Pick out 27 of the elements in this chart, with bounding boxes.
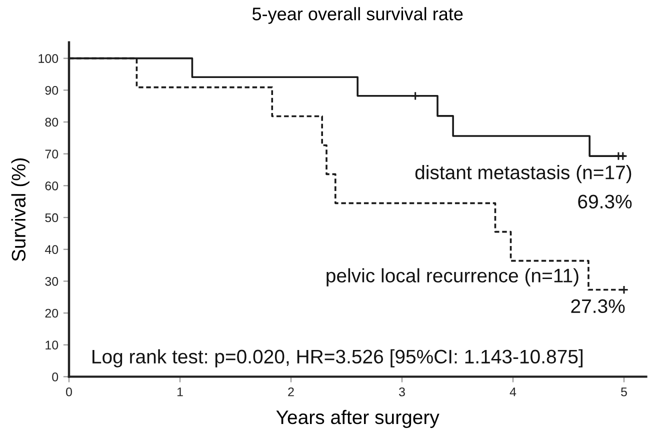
- y-tick-label: 0: [52, 372, 58, 382]
- annotation: 69.3%: [578, 194, 632, 209]
- point: [618, 151, 628, 161]
- y-tick-label: 40: [44, 245, 58, 254]
- x-tick-label: 5: [621, 388, 627, 396]
- x-tick-label: 4: [510, 388, 516, 396]
- annotation: 27.3%: [571, 299, 625, 314]
- y-axis-title: Survival (%): [11, 158, 30, 262]
- y-tick-label: 10: [46, 340, 58, 350]
- y-tick-label: 50: [45, 213, 58, 222]
- series-label: distant metastasis (n=17): [415, 165, 632, 184]
- chart-title: 5-year overall survival rate: [252, 7, 463, 24]
- x-tick-label: 1: [177, 388, 183, 396]
- y-tick-label: 90: [45, 86, 58, 95]
- y-tick-label: 60: [45, 181, 58, 190]
- y-tick-label: 100: [38, 54, 58, 63]
- y-tick-label: 20: [45, 308, 58, 318]
- point: [410, 91, 420, 100]
- y-tick-label: 30: [45, 276, 58, 286]
- series-label: pelvic local recurrence (n=11): [326, 268, 578, 286]
- x-tick-label: 2: [288, 387, 294, 396]
- y-tick-label: 80: [45, 118, 58, 127]
- x-axis-title: Years after surgery: [276, 410, 440, 428]
- x-tick-label: 0: [66, 387, 72, 396]
- x-tick-label: 3: [399, 387, 405, 396]
- annotation: Log rank test: p=0.020, HR=3.526 [95%CI: 1.143-10.875]: [92, 349, 582, 368]
- y-tick-label: 70: [45, 150, 58, 158]
